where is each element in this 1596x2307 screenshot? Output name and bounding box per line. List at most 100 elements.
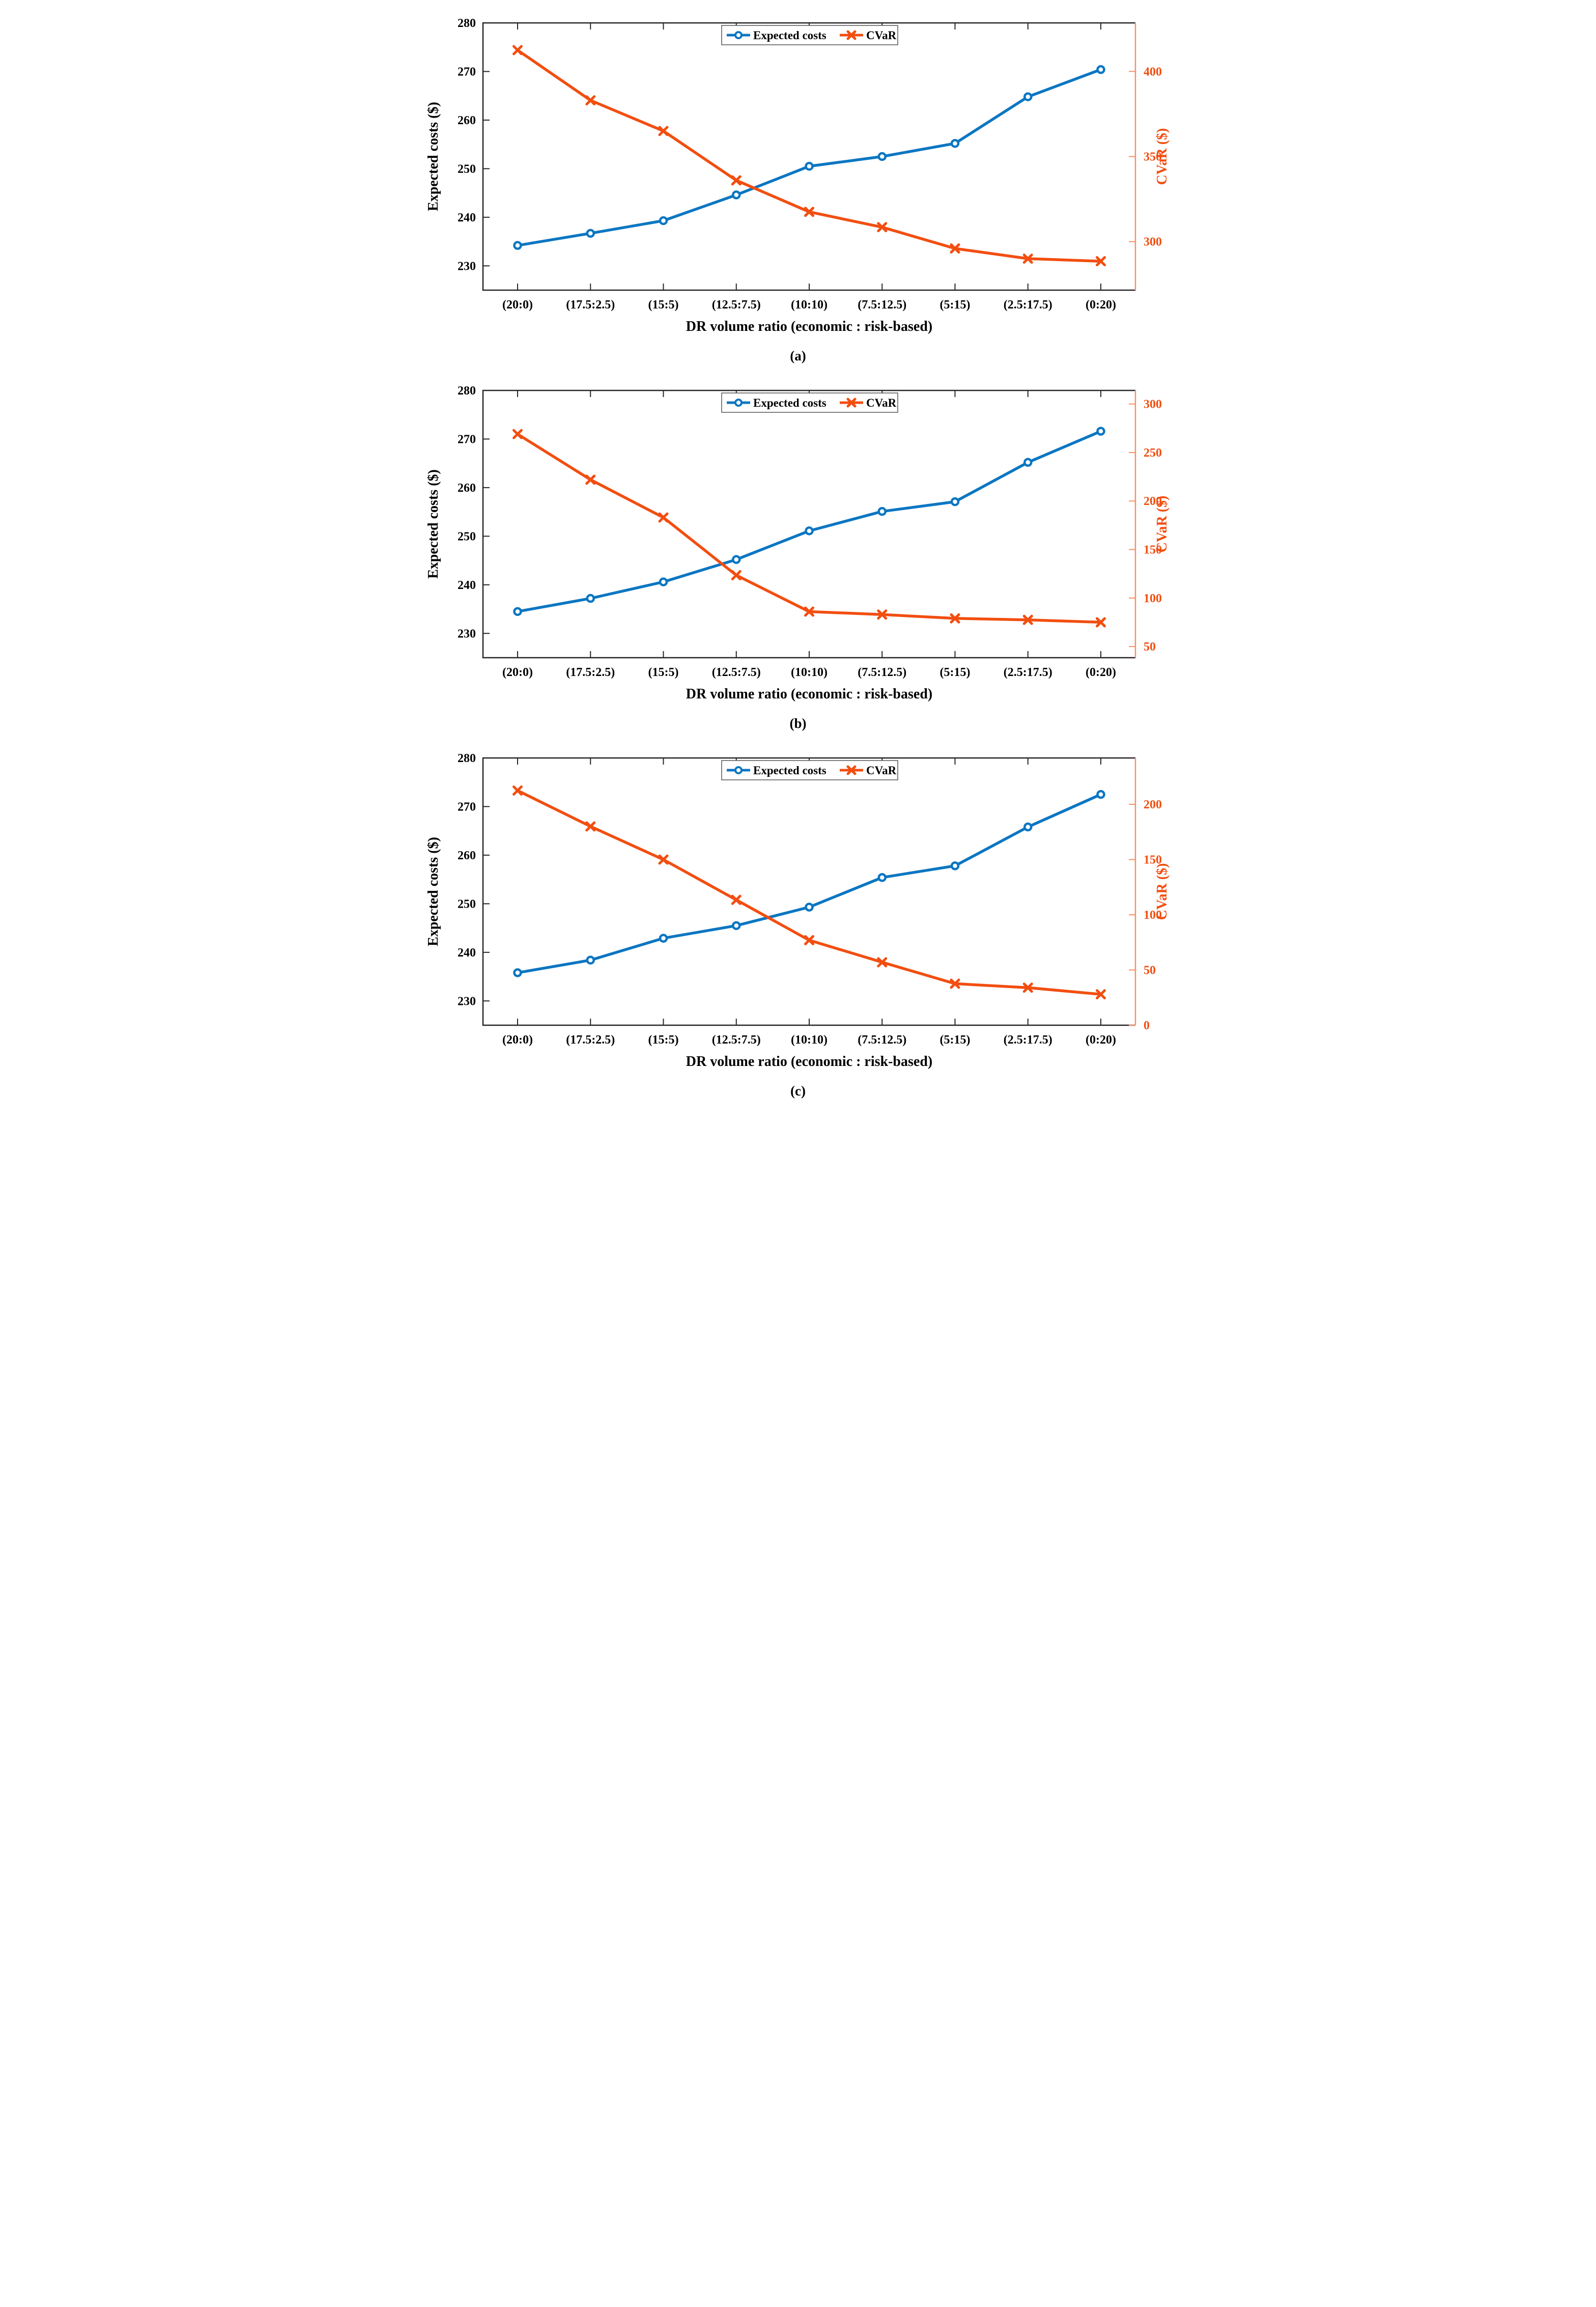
left-axis-label: Expected costs ($) [425, 837, 441, 946]
x-tick-label: (12.5:7.5) [712, 666, 761, 679]
x-axis-label: DR volume ratio (economic : risk-based) [686, 319, 932, 334]
data-point-circle [732, 555, 741, 564]
data-point-circle [586, 229, 595, 238]
left-tick-label: 280 [458, 752, 476, 765]
x-tick-label: (12.5:7.5) [712, 1033, 761, 1047]
x-tick-label: (10:10) [791, 1033, 828, 1047]
left-tick-label: 260 [458, 482, 476, 495]
figure: (20:0) (17.5:2.5) (15:5) (12.5:7.5) (10:10) (… [416, 0, 1180, 1103]
x-tick-label: (20:0) [502, 666, 533, 679]
x-tick-label: (0:20) [1086, 1033, 1116, 1047]
data-point-x [658, 126, 669, 136]
right-tick-label: 100 [1144, 592, 1162, 605]
x-tick-label: (15:5) [648, 1033, 679, 1047]
right-tick-label: 350 [1144, 151, 1162, 164]
left-axis-label: Expected costs ($) [425, 469, 441, 579]
plot-background [416, 368, 1180, 735]
left-tick-label: 250 [458, 530, 476, 543]
data-point-x [804, 606, 814, 617]
data-point-circle [1096, 427, 1105, 436]
legend-label-cvar: CVaR [866, 764, 897, 777]
data-point-x [585, 474, 596, 485]
x-tick-label: (7.5:12.5) [858, 1033, 906, 1047]
data-point-x [1096, 256, 1106, 267]
subplot-letter: (a) [790, 348, 806, 363]
series-cvar [512, 785, 1106, 1000]
legend-label-cvar: CVaR [866, 29, 897, 42]
right-axis: 0 50 100 150 200 [1129, 798, 1162, 1032]
x-tick-label: (2.5:17.5) [1004, 1033, 1052, 1047]
left-tick-label: 250 [458, 162, 476, 176]
x-tick-label: (2.5:17.5) [1004, 298, 1052, 312]
chart-a: (20:0) (17.5:2.5) (15:5) (12.5:7.5) (10:10) (… [416, 0, 1180, 368]
subplot-c: (20:0) (17.5:2.5) (15:5) (12.5:7.5) (10:10) (… [416, 735, 1180, 1103]
data-point-x [658, 854, 669, 865]
series-expected-costs [513, 427, 1105, 616]
left-axis: 230 240 250 260 270 280 [458, 17, 490, 273]
data-point-x [512, 429, 523, 439]
data-point-x [658, 512, 669, 523]
data-point-circle [1096, 65, 1105, 74]
legend: Expected costs CVaR [721, 392, 898, 413]
legend-marker-circle-icon [734, 766, 743, 774]
data-point-circle [513, 607, 522, 616]
x-tick-label: (5:15) [940, 1033, 971, 1047]
x-axis-label: DR volume ratio (economic : risk-based) [686, 686, 932, 702]
data-point-circle [1096, 790, 1105, 799]
data-point-circle [950, 861, 960, 870]
left-tick-label: 240 [458, 211, 476, 224]
x-axis: (20:0) (17.5:2.5) (15:5) (12.5:7.5) (10:10) (… [502, 23, 1116, 312]
right-tick-label: 300 [1144, 236, 1162, 249]
x-tick-label: (15:5) [648, 666, 679, 679]
data-point-circle [805, 526, 814, 536]
right-tick-label: 400 [1144, 65, 1162, 78]
right-tick-label: 150 [1144, 854, 1162, 867]
right-tick-label: 300 [1144, 398, 1162, 411]
data-point-circle [877, 507, 887, 516]
x-tick-label: (17.5:2.5) [566, 298, 615, 312]
right-axis-label: CVaR ($) [1154, 863, 1170, 920]
data-point-circle [659, 216, 668, 226]
data-point-x [950, 613, 960, 624]
x-tick-label: (2.5:17.5) [1004, 666, 1052, 679]
right-tick-label: 100 [1144, 909, 1162, 922]
data-point-circle [877, 873, 887, 882]
data-point-x [585, 821, 596, 832]
left-tick-label: 280 [458, 384, 476, 398]
left-tick-label: 270 [458, 800, 476, 813]
data-point-x [585, 95, 596, 106]
x-axis-label: DR volume ratio (economic : risk-based) [686, 1054, 932, 1070]
x-tick-label: (7.5:12.5) [858, 298, 906, 312]
legend-marker-x-icon [846, 765, 857, 775]
chart-c: (20:0) (17.5:2.5) (15:5) (12.5:7.5) (10:10) (… [416, 735, 1180, 1103]
legend-marker-circle-icon [734, 399, 743, 407]
legend-marker-x-icon [846, 30, 857, 40]
data-point-circle [877, 152, 887, 161]
legend-marker-x-icon [846, 398, 857, 408]
data-point-x [877, 957, 888, 968]
data-point-x [731, 175, 742, 186]
x-tick-label: (10:10) [791, 298, 828, 312]
legend: Expected costs CVaR [721, 760, 898, 780]
plot-background [416, 735, 1180, 1103]
data-point-x [512, 45, 523, 55]
x-tick-label: (7.5:12.5) [858, 666, 906, 679]
x-tick-label: (10:10) [791, 666, 828, 679]
series-expected-costs [513, 65, 1105, 250]
x-tick-label: (12.5:7.5) [712, 298, 761, 312]
x-tick-label: (17.5:2.5) [566, 1033, 615, 1047]
right-tick-label: 200 [1144, 798, 1162, 811]
series-cvar [512, 429, 1106, 628]
right-tick-label: 250 [1144, 446, 1162, 460]
data-point-circle [513, 968, 522, 977]
series-expected-costs [513, 790, 1105, 977]
data-point-x [1096, 617, 1106, 628]
legend-label-expected-costs: Expected costs [753, 764, 826, 777]
chart-b: (20:0) (17.5:2.5) (15:5) (12.5:7.5) (10:10) (… [416, 368, 1180, 735]
right-tick-label: 50 [1144, 640, 1156, 654]
subplot-a: (20:0) (17.5:2.5) (15:5) (12.5:7.5) (10:10) (… [416, 0, 1180, 368]
legend-box [721, 392, 898, 413]
left-axis: 230 240 250 260 270 280 [458, 752, 490, 1008]
data-point-circle [586, 955, 595, 965]
data-point-x [1022, 982, 1033, 993]
